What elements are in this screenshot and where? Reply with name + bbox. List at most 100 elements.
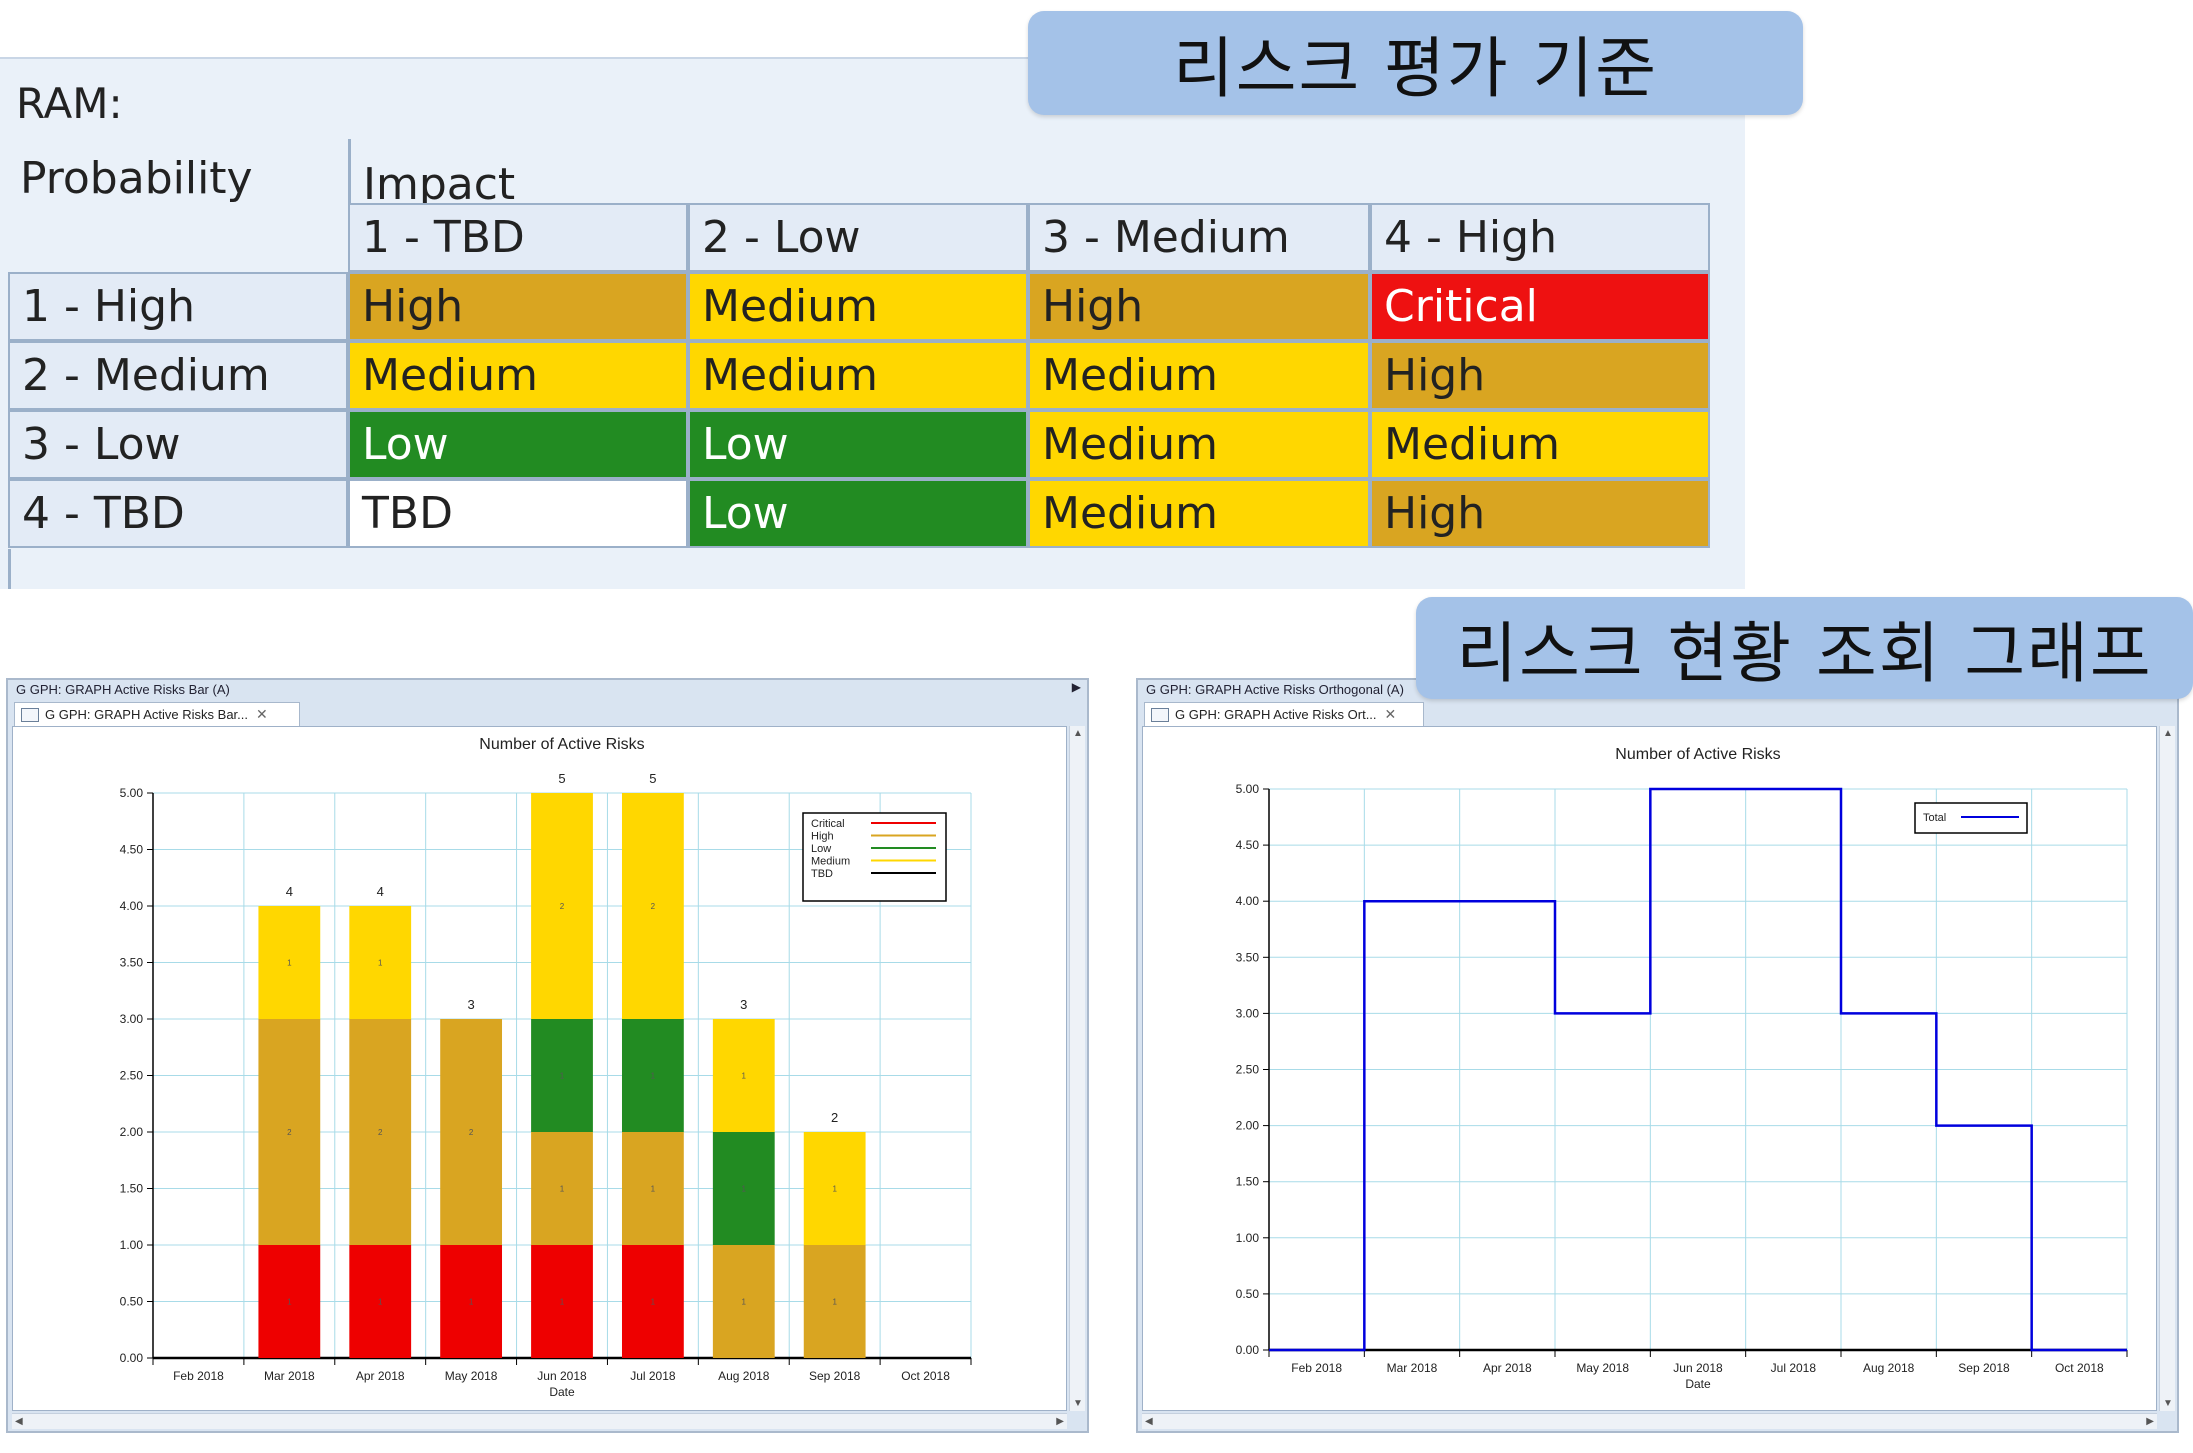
risk-level-cell: Low (348, 410, 688, 479)
risk-level-cell: Medium (1028, 410, 1370, 479)
graph-icon (1151, 707, 1169, 722)
risk-level-cell: High (1370, 479, 1710, 548)
x-tick-label: Mar 2018 (1387, 1361, 1438, 1375)
y-tick-label: 1.50 (1236, 1175, 1260, 1189)
legend-label: TBD (811, 868, 833, 880)
bar-segment-medium (349, 906, 412, 1019)
segment-value-label: 1 (560, 1185, 565, 1194)
bar-total-label: 3 (467, 997, 474, 1012)
segment-value-label: 2 (469, 1128, 474, 1137)
y-tick-label: 3.50 (1236, 950, 1260, 964)
bar-chart: Number of Active Risks 0.00 0.50 1.00 1.50 2.… (120, 736, 972, 1399)
bar-total-label: 5 (649, 771, 656, 786)
risk-level-cell: Critical (1370, 272, 1710, 341)
bar-segment-medium (803, 1132, 866, 1245)
segment-value-label: 1 (378, 959, 383, 968)
bar-segment-medium (712, 1019, 775, 1132)
x-tick-label: Jun 2018 (1673, 1361, 1723, 1375)
line-graph-window: G GPH: GRAPH Active Risks Orthogonal (A)… (1136, 678, 2179, 1433)
bar-segment-low (712, 1132, 775, 1245)
segment-value-label: 1 (832, 1298, 837, 1307)
risk-level-cell: Medium (688, 341, 1028, 410)
risk-level-cell: TBD (348, 479, 688, 548)
x-tick-label: Feb 2018 (1291, 1361, 1342, 1375)
bar-window-title: G GPH: GRAPH Active Risks Bar (A) (16, 682, 230, 697)
segment-value-label: 1 (560, 1072, 565, 1081)
y-tick-label: 1.50 (120, 1182, 144, 1196)
risk-level-cell: Low (688, 410, 1028, 479)
y-tick-label: 2.00 (120, 1125, 144, 1139)
line-graph-tab[interactable]: G GPH: GRAPH Active Risks Ort... ✕ (1144, 702, 1424, 726)
bar-total-label: 4 (286, 884, 293, 899)
window-menu-arrow-icon[interactable]: ▶ (1071, 680, 1081, 694)
scroll-left-icon[interactable]: ◀ (1145, 1416, 1153, 1427)
scroll-right-icon[interactable]: ▶ (1056, 1416, 1064, 1427)
scroll-down-icon[interactable]: ▼ (1073, 1398, 1083, 1409)
close-icon[interactable]: ✕ (256, 706, 268, 722)
segment-value-label: 1 (651, 1072, 656, 1081)
y-tick-label: 4.50 (1236, 838, 1260, 852)
bar-segment-high (349, 1019, 412, 1245)
risk-level-cell: Medium (1370, 410, 1710, 479)
scroll-up-icon[interactable]: ▲ (1073, 728, 1083, 739)
segment-value-label: 1 (742, 1072, 747, 1081)
segment-value-label: 1 (832, 1185, 837, 1194)
line-plot-area: Number of Active Risks 0.00 0.50 1.00 1.50 2.… (1142, 726, 2157, 1411)
y-tick-label: 0.50 (1236, 1287, 1260, 1301)
segment-value-label: 1 (742, 1298, 747, 1307)
x-tick-label: Oct 2018 (2055, 1361, 2104, 1375)
chart-legend (802, 812, 947, 902)
horizontal-scrollbar[interactable]: ◀ ▶ (12, 1413, 1067, 1429)
bar-segment-low (621, 1019, 684, 1132)
x-tick-label: Aug 2018 (1863, 1361, 1915, 1375)
step-line-chart: Number of Active Risks 0.00 0.50 1.00 1.50 2.… (1236, 746, 2128, 1391)
x-tick-label: Feb 2018 (173, 1369, 224, 1383)
horizontal-scrollbar[interactable]: ◀ ▶ (1142, 1413, 2157, 1429)
bar-segment-high (258, 1019, 321, 1245)
legend-label: Total (1923, 812, 1946, 824)
x-tick-label: Jun 2018 (537, 1369, 587, 1383)
series-line-total (1269, 787, 2127, 1352)
vertical-scrollbar[interactable]: ▲ ▼ (2159, 726, 2175, 1411)
segment-value-label: 1 (560, 1298, 565, 1307)
bar-segment-critical (349, 1245, 412, 1358)
legend-label: Critical (811, 818, 845, 830)
y-tick-label: 0.00 (120, 1351, 144, 1365)
risk-level-cell: High (1370, 341, 1710, 410)
legend-label: Low (811, 843, 831, 855)
vertical-scrollbar[interactable]: ▲ ▼ (1069, 726, 1085, 1411)
bar-segment-high (712, 1245, 775, 1358)
scroll-right-icon[interactable]: ▶ (2146, 1416, 2154, 1427)
bar-segment-high (531, 1132, 593, 1245)
y-tick-label: 4.00 (1236, 894, 1260, 908)
scroll-up-icon[interactable]: ▲ (2163, 728, 2173, 739)
x-axis-label: Date (549, 1385, 575, 1399)
y-tick-label: 1.00 (1236, 1231, 1260, 1245)
probability-level-header: 2 - Medium (8, 341, 348, 410)
x-tick-label: Sep 2018 (809, 1369, 861, 1383)
y-tick-label: 5.00 (120, 786, 144, 800)
bar-graph-tab[interactable]: G GPH: GRAPH Active Risks Bar... ✕ (14, 702, 300, 726)
close-icon[interactable]: ✕ (1384, 706, 1397, 722)
chart-title: Number of Active Risks (1615, 746, 1780, 763)
probability-header: Probability (20, 153, 253, 204)
impact-level-header: 3 - Medium (1028, 203, 1370, 272)
scroll-down-icon[interactable]: ▼ (2163, 1398, 2173, 1409)
scroll-left-icon[interactable]: ◀ (15, 1416, 23, 1427)
bar-segment-high (621, 1132, 684, 1245)
impact-level-header: 2 - Low (688, 203, 1028, 272)
line-window-title: G GPH: GRAPH Active Risks Orthogonal (A) (1146, 682, 1404, 697)
x-tick-label: Sep 2018 (1958, 1361, 2010, 1375)
segment-value-label: 1 (469, 1298, 474, 1307)
bar-total-label: 4 (377, 884, 384, 899)
risk-level-cell: Medium (688, 272, 1028, 341)
x-tick-label: Aug 2018 (718, 1369, 770, 1383)
bar-graph-window: G GPH: GRAPH Active Risks Bar (A) ▶ G GP… (6, 678, 1089, 1433)
x-tick-label: May 2018 (445, 1369, 498, 1383)
y-tick-label: 1.00 (120, 1238, 144, 1252)
y-tick-label: 4.50 (120, 843, 144, 857)
ram-bottom-strip (8, 549, 11, 589)
risk-criteria-banner: 리스크 평가 기준 (1028, 11, 1803, 115)
bar-segment-critical (440, 1245, 503, 1358)
bar-segment-medium (531, 793, 593, 1019)
